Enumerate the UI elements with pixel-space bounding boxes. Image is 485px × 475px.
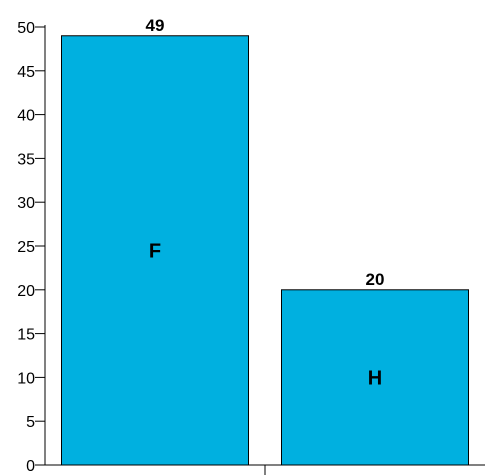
y-tick-label: 30 (17, 195, 35, 212)
y-axis: 0 5 10 15 20 25 30 35 40 45 50 (17, 20, 46, 475)
bar-F (61, 35, 249, 466)
bar-category-label: F (149, 240, 161, 262)
y-tick-label: 5 (26, 414, 35, 431)
y-tick-label: 25 (17, 239, 35, 256)
bar-category-label: H (368, 367, 382, 389)
x-axis (45, 464, 485, 475)
bar-value-label: 49 (146, 16, 165, 35)
y-tick-label: 45 (17, 64, 35, 81)
bar-H (281, 289, 469, 466)
y-tick-label: 15 (17, 327, 35, 344)
y-tick-label: 40 (17, 108, 35, 125)
y-tick-label: 35 (17, 151, 35, 168)
y-tick-label: 50 (17, 20, 35, 37)
bar-value-label: 20 (366, 270, 385, 289)
y-tick-label: 0 (26, 458, 35, 475)
bars: 49 F 20 H (61, 16, 469, 466)
y-tick-label: 20 (17, 283, 35, 300)
y-tick-label: 10 (17, 370, 35, 387)
